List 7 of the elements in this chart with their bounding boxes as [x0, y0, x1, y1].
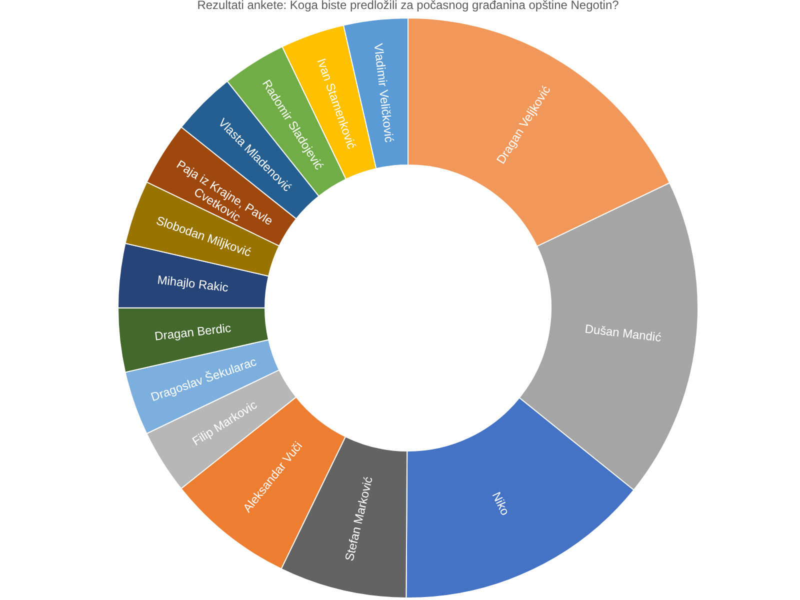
slice-label: Mihajlo Rakic	[156, 272, 230, 295]
slice-label: Dragan Berdic	[154, 320, 232, 344]
slice-label: Vladimir Veličković	[371, 42, 396, 144]
slice-label: Dušan Mandić	[584, 322, 662, 345]
slice-label: Niko	[489, 490, 512, 518]
chart-title: Rezultati ankete: Koga biste predložili za počasnog građanina opštine Negotin?	[197, 0, 620, 12]
slice-label: Stefan Marković	[342, 475, 376, 562]
